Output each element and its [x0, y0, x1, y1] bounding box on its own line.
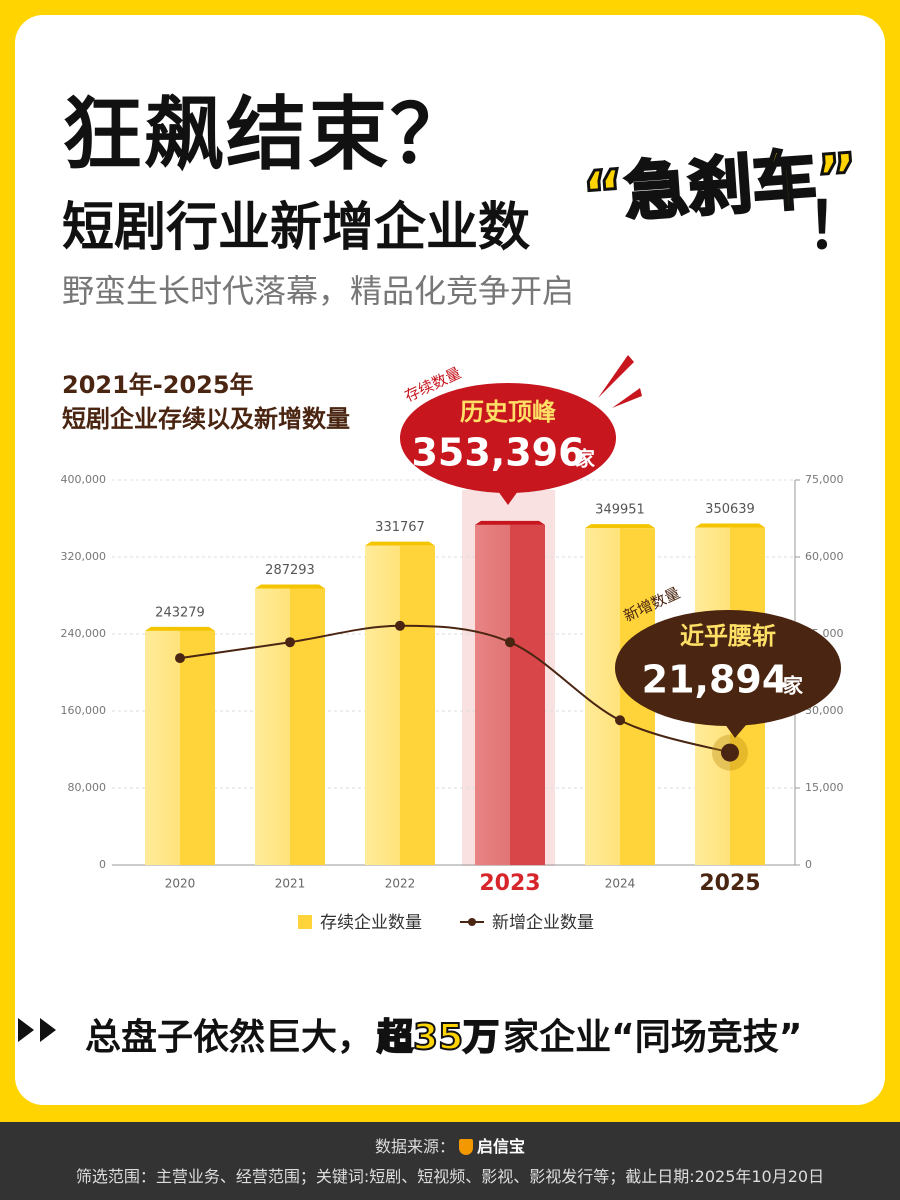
- bar-top: [585, 524, 655, 529]
- point: [285, 637, 295, 648]
- bar: [365, 545, 435, 865]
- y-tick-label: 80,000: [68, 781, 107, 794]
- point: [721, 743, 739, 762]
- subtitle: 野蛮生长时代落幕，精品化竞争开启: [62, 272, 575, 310]
- legend-swatch: [468, 918, 476, 926]
- y-tick-label: 320,000: [61, 550, 107, 563]
- bar-top: [475, 520, 545, 525]
- banner-arrows: [18, 1018, 56, 1042]
- point: [615, 715, 625, 726]
- chart-title: 2021年-2025年: [62, 371, 254, 399]
- banner: 总盘子依然巨大， 超35万 家企业“同场竞技”: [85, 1008, 802, 1060]
- title: 短剧行业新增企业数: [62, 198, 531, 258]
- x-tick-label: 2023: [479, 871, 540, 896]
- value-label: 243279: [155, 605, 205, 620]
- y2-tick-label: 75,000: [805, 473, 844, 486]
- banner-text: 家企业“同场竞技”: [503, 1017, 803, 1058]
- y-tick-label: 240,000: [61, 627, 107, 640]
- x-tick-label: 2024: [605, 877, 636, 891]
- chart-title: 短剧企业存续以及新增数量: [62, 405, 350, 433]
- callout-title: 历史顶峰: [460, 398, 556, 426]
- x-tick-label: 2025: [699, 871, 760, 896]
- point: [395, 620, 405, 631]
- callout: 存续数量 历史顶峰 353,396 家: [400, 355, 642, 505]
- footer-note: 筛选范围：主营业务、经营范围；关键词:短剧、短视频、影视、影视发行等；截止日期:…: [75, 1167, 825, 1186]
- point: [175, 653, 185, 664]
- y-tick-label: 0: [99, 858, 106, 871]
- legend-swatch: [298, 915, 312, 929]
- bar-top: [365, 541, 435, 546]
- value-label: 350639: [705, 502, 755, 517]
- bar: [145, 630, 215, 865]
- callout-title: 近乎腰斩: [680, 622, 776, 650]
- y2-tick-label: 0: [805, 858, 812, 871]
- y2-tick-label: 15,000: [805, 781, 844, 794]
- bar: [475, 524, 545, 865]
- footer: [0, 1122, 900, 1200]
- y-tick-label: 400,000: [61, 473, 107, 486]
- x-tick-label: 2020: [165, 877, 196, 891]
- title: ！: [806, 190, 870, 264]
- point: [505, 637, 515, 648]
- value-label: 331767: [375, 520, 425, 535]
- bar-top: [695, 523, 765, 528]
- callout-value: 353,396: [411, 431, 584, 475]
- callout-value: 21,894: [642, 658, 789, 702]
- title: 狂飙结束？: [62, 88, 472, 181]
- legend-label: 新增企业数量: [492, 913, 594, 933]
- source-name: 启信宝: [477, 1137, 526, 1156]
- callout-unit: 家: [783, 674, 804, 698]
- legend-label: 存续企业数量: [320, 913, 422, 933]
- y2-tick-label: 30,000: [805, 704, 844, 717]
- bar-top: [145, 626, 215, 631]
- bar: [255, 588, 325, 865]
- line: [179, 624, 731, 754]
- source-label: 数据来源：: [374, 1137, 455, 1156]
- footer-source: 数据来源： 启信宝: [0, 1133, 900, 1157]
- banner-highlight: 超35万: [373, 1016, 504, 1059]
- logo-icon: [459, 1139, 473, 1155]
- banner-text: 总盘子依然巨大，: [85, 1017, 374, 1058]
- bar-top: [255, 584, 325, 589]
- callout-unit: 家: [575, 447, 596, 471]
- x-tick-label: 2021: [275, 877, 306, 891]
- y-tick-label: 160,000: [61, 704, 107, 717]
- value-label: 349951: [595, 503, 645, 518]
- y2-tick-label: 60,000: [805, 550, 844, 563]
- x-tick-label: 2022: [385, 877, 416, 891]
- value-label: 287293: [265, 563, 315, 578]
